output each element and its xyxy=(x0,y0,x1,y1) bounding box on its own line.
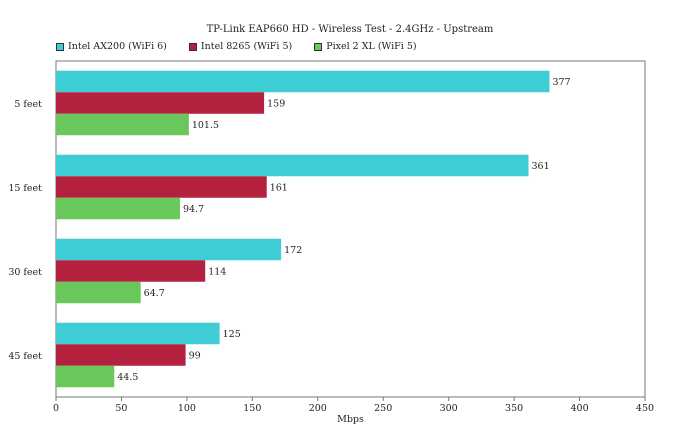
x-tick-label: 450 xyxy=(636,403,654,414)
x-tick-label: 100 xyxy=(178,403,196,414)
bar-value-label: 161 xyxy=(270,183,288,194)
legend-swatch xyxy=(56,42,64,51)
x-tick-label: 300 xyxy=(440,403,458,414)
bar xyxy=(56,176,267,198)
bar xyxy=(56,281,141,304)
x-tick-label: 150 xyxy=(243,403,261,414)
legend-label: Intel 8265 (WiFi 5) xyxy=(200,41,293,52)
chart-title: TP-Link EAP660 HD - Wireless Test - 2.4G… xyxy=(206,24,494,35)
y-tick-label: 45 feet xyxy=(8,351,42,362)
x-tick-label: 50 xyxy=(115,403,127,414)
bar-value-label: 361 xyxy=(532,161,550,172)
legend-item: Pixel 2 XL (WiFi 5) xyxy=(314,41,417,52)
legend-swatch xyxy=(188,42,197,51)
legend-label: Pixel 2 XL (WiFi 5) xyxy=(326,41,417,52)
bar-value-label: 172 xyxy=(284,245,302,256)
bar xyxy=(56,92,265,114)
bar-value-label: 101.5 xyxy=(192,120,219,131)
bar xyxy=(56,70,550,93)
x-axis-label: Mbps xyxy=(337,414,364,425)
legend-item: Intel 8265 (WiFi 5) xyxy=(188,41,293,52)
bar xyxy=(56,260,206,282)
y-tick-label: 15 feet xyxy=(8,183,42,194)
bar-value-label: 377 xyxy=(552,77,570,88)
bar-value-label: 99 xyxy=(189,351,201,362)
legend: Intel AX200 (WiFi 6) Intel 8265 (WiFi 5) P… xyxy=(56,41,417,52)
bar-value-label: 159 xyxy=(267,99,285,110)
bar-value-label: 44.5 xyxy=(117,372,138,383)
bar xyxy=(56,365,115,388)
plot-frame xyxy=(55,60,646,398)
x-tick-label: 400 xyxy=(570,403,588,414)
legend-swatch xyxy=(314,42,323,51)
x-tick-label: 0 xyxy=(53,403,59,414)
x-tick-label: 250 xyxy=(374,403,392,414)
x-tick-label: 200 xyxy=(309,403,327,414)
bar xyxy=(56,322,220,345)
bar xyxy=(56,197,180,220)
bar-value-label: 64.7 xyxy=(144,288,165,299)
bar-value-label: 125 xyxy=(223,329,241,340)
bar-value-label: 94.7 xyxy=(183,204,204,215)
bar xyxy=(56,113,189,136)
bar-value-label: 114 xyxy=(208,267,226,278)
x-tick-label: 350 xyxy=(505,403,523,414)
legend-item: Intel AX200 (WiFi 6) xyxy=(56,41,167,52)
y-tick-label: 5 feet xyxy=(14,99,42,110)
bar xyxy=(56,238,282,261)
legend-label: Intel AX200 (WiFi 6) xyxy=(68,41,167,52)
bar xyxy=(56,154,529,177)
y-tick-label: 30 feet xyxy=(8,267,42,278)
bar xyxy=(56,344,186,366)
